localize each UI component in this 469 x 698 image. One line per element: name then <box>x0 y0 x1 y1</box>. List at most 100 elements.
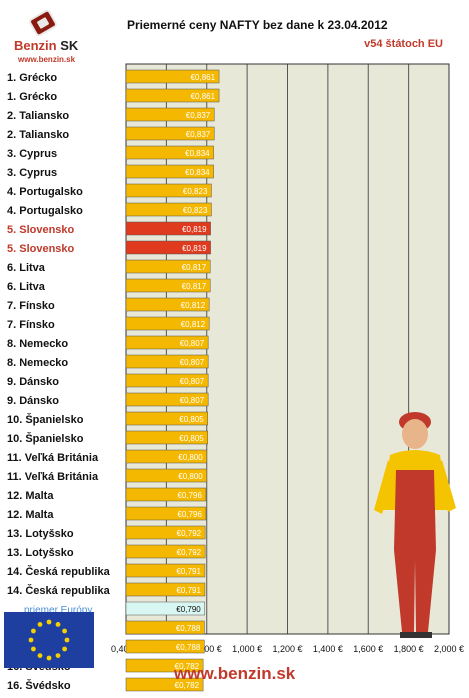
bar <box>125 316 210 331</box>
category-label: 16. Švédsko <box>7 679 71 692</box>
category-label: 13. Lotyšsko <box>7 547 74 559</box>
category-label: 4. Portugalsko <box>7 205 83 217</box>
eu-star <box>55 622 61 627</box>
data-label: €0,791 <box>176 586 201 595</box>
data-label: €0,807 <box>180 358 205 367</box>
eu-star <box>62 628 67 634</box>
bar <box>125 468 207 483</box>
chart-title: Priemerné ceny NAFTY bez dane k 23.04.20… <box>127 18 388 32</box>
eu-star <box>62 646 67 652</box>
x-tick-label: 1,600 € <box>353 644 383 654</box>
bar <box>125 373 209 388</box>
data-label: €0,812 <box>181 301 206 310</box>
category-label: 10. Španielsko <box>7 432 84 445</box>
data-label: €0,812 <box>181 320 206 329</box>
data-label: €0,796 <box>177 510 202 519</box>
data-label: €0,837 <box>186 111 211 120</box>
bar <box>125 221 211 236</box>
category-label: 14. Česká republika <box>7 565 111 578</box>
category-label: 14. Česká republika <box>7 584 111 597</box>
eu-star <box>55 653 61 658</box>
data-label: €0,817 <box>182 263 207 272</box>
x-tick-label: 2,000 € <box>434 644 464 654</box>
category-label: 11. Veľká Británia <box>7 452 99 464</box>
category-label: 5. Slovensko <box>7 224 75 236</box>
eu-star <box>28 637 34 643</box>
bar <box>125 639 205 654</box>
category-label: 9. Dánsko <box>7 376 59 388</box>
data-label: €0,834 <box>185 168 210 177</box>
category-label: 2. Taliansko <box>7 110 69 122</box>
data-label: €0,819 <box>182 225 207 234</box>
category-label: 6. Litva <box>7 262 46 274</box>
data-label: €0,819 <box>182 244 207 253</box>
category-label: 1. Grécko <box>7 91 57 103</box>
bar <box>125 240 211 255</box>
bar <box>125 278 211 293</box>
data-label: €0,861 <box>191 92 216 101</box>
category-label: 1. Grécko <box>7 72 57 84</box>
logo-url: www.benzin.sk <box>18 55 76 64</box>
bar <box>125 259 211 274</box>
x-tick-label: 1,200 € <box>272 644 302 654</box>
category-label: 8. Nemecko <box>7 338 68 350</box>
benzin-logo: Benzin SK www.benzin.sk <box>6 8 86 64</box>
category-label: 8. Nemecko <box>7 357 68 369</box>
data-label: €0,817 <box>182 282 207 291</box>
eu-star <box>46 619 52 625</box>
bar <box>125 88 220 103</box>
data-label: €0,805 <box>179 434 204 443</box>
data-label: €0,788 <box>176 624 201 633</box>
bar <box>125 506 207 521</box>
x-tick-label: 1,800 € <box>394 644 424 654</box>
data-label: €0,782 <box>175 681 200 690</box>
data-label: €0,805 <box>179 415 204 424</box>
bar <box>125 126 215 141</box>
bar <box>125 69 220 84</box>
bar <box>125 335 209 350</box>
data-label: €0,837 <box>186 130 211 139</box>
bar <box>125 297 210 312</box>
x-tick-label: 1,000 € <box>232 644 262 654</box>
bar <box>125 544 206 559</box>
eu-star <box>64 637 70 643</box>
data-label: €0,823 <box>183 187 208 196</box>
eu-star <box>31 646 36 652</box>
eu-star <box>46 655 52 661</box>
data-label: €0,792 <box>177 529 202 538</box>
data-label: €0,800 <box>178 453 203 462</box>
category-label: 13. Lotyšsko <box>7 528 74 540</box>
bar <box>125 677 204 692</box>
data-label: €0,807 <box>180 377 205 386</box>
category-label: 12. Malta <box>7 509 54 521</box>
bar <box>125 202 212 217</box>
eu-star <box>31 628 36 634</box>
bar <box>125 620 205 635</box>
category-label: 6. Litva <box>7 281 46 293</box>
category-label: 3. Cyprus <box>7 167 57 179</box>
chart-subtitle: v54 štátoch EU <box>364 38 443 50</box>
bar <box>125 183 212 198</box>
bar <box>125 563 206 578</box>
x-tick-label: 1,400 € <box>313 644 343 654</box>
bar <box>125 601 205 616</box>
data-label: €0,791 <box>176 567 201 576</box>
bar <box>125 430 209 445</box>
data-label: €0,807 <box>180 339 205 348</box>
bar <box>125 392 209 407</box>
europe-average-label: priemer Európy <box>24 605 92 616</box>
data-label: €0,796 <box>177 491 202 500</box>
category-label: 5. Slovensko <box>7 243 75 255</box>
category-label: 12. Malta <box>7 490 54 502</box>
bar <box>125 582 206 597</box>
gas-station-worker-illustration <box>374 412 456 638</box>
data-label: €0,834 <box>185 149 210 158</box>
x-tick-label: 0,800 € <box>192 644 222 654</box>
logo-brand: Benzin SK <box>14 38 79 53</box>
category-label: 2. Taliansko <box>7 129 69 141</box>
category-label: 9. Dánsko <box>7 395 59 407</box>
category-label: 11. Veľká Británia <box>7 471 99 483</box>
footer-url: www.benzin.sk <box>174 664 296 683</box>
bar <box>125 145 214 160</box>
